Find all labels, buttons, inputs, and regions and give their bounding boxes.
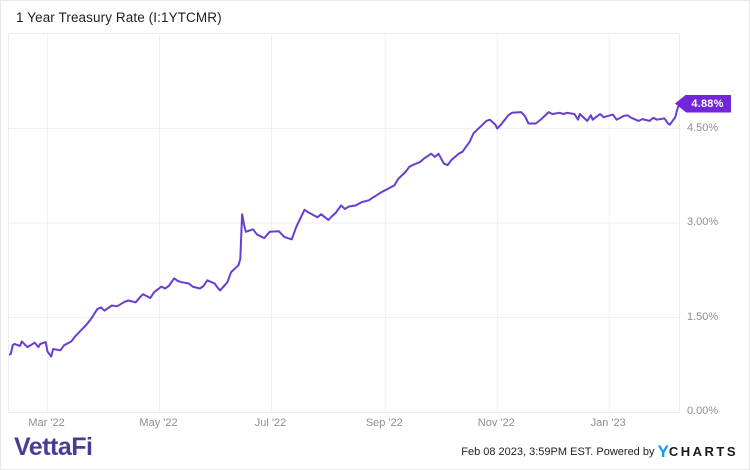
y-axis-label: 4.50% — [687, 121, 719, 134]
treasury-rate-line — [9, 103, 679, 358]
chart-canvas — [9, 34, 679, 412]
x-axis-label: Jan '23 — [590, 417, 626, 429]
chart-title: 1 Year Treasury Rate (I:1YTCMR) — [16, 10, 222, 25]
y-axis-label: 0.00% — [687, 405, 719, 417]
y-axis-label: 3.00% — [687, 216, 719, 228]
x-axis-label: Mar '22 — [28, 417, 65, 429]
x-axis-label: May '22 — [139, 417, 178, 429]
ycharts-logo-y: Y — [657, 442, 669, 461]
last-value-text: 4.88% — [691, 97, 724, 110]
plot-area[interactable] — [8, 33, 680, 413]
vettafi-logo[interactable]: VettaFi — [14, 433, 93, 461]
x-axis-label: Sep '22 — [365, 417, 403, 429]
ycharts-logo[interactable]: Y CHARTS — [657, 443, 738, 460]
x-axis-label: Jul '22 — [254, 417, 287, 429]
last-value-badge: 4.88% — [675, 94, 731, 113]
ycharts-logo-charts: CHARTS — [668, 444, 738, 459]
footer-attribution: Feb 08 2023, 3:59PM EST. Powered by Y CH… — [461, 443, 738, 460]
y-axis-label: 1.50% — [687, 310, 719, 323]
timestamp-text: Feb 08 2023, 3:59PM EST. Powered by — [461, 445, 655, 458]
x-axis-label: Nov '22 — [477, 417, 515, 429]
